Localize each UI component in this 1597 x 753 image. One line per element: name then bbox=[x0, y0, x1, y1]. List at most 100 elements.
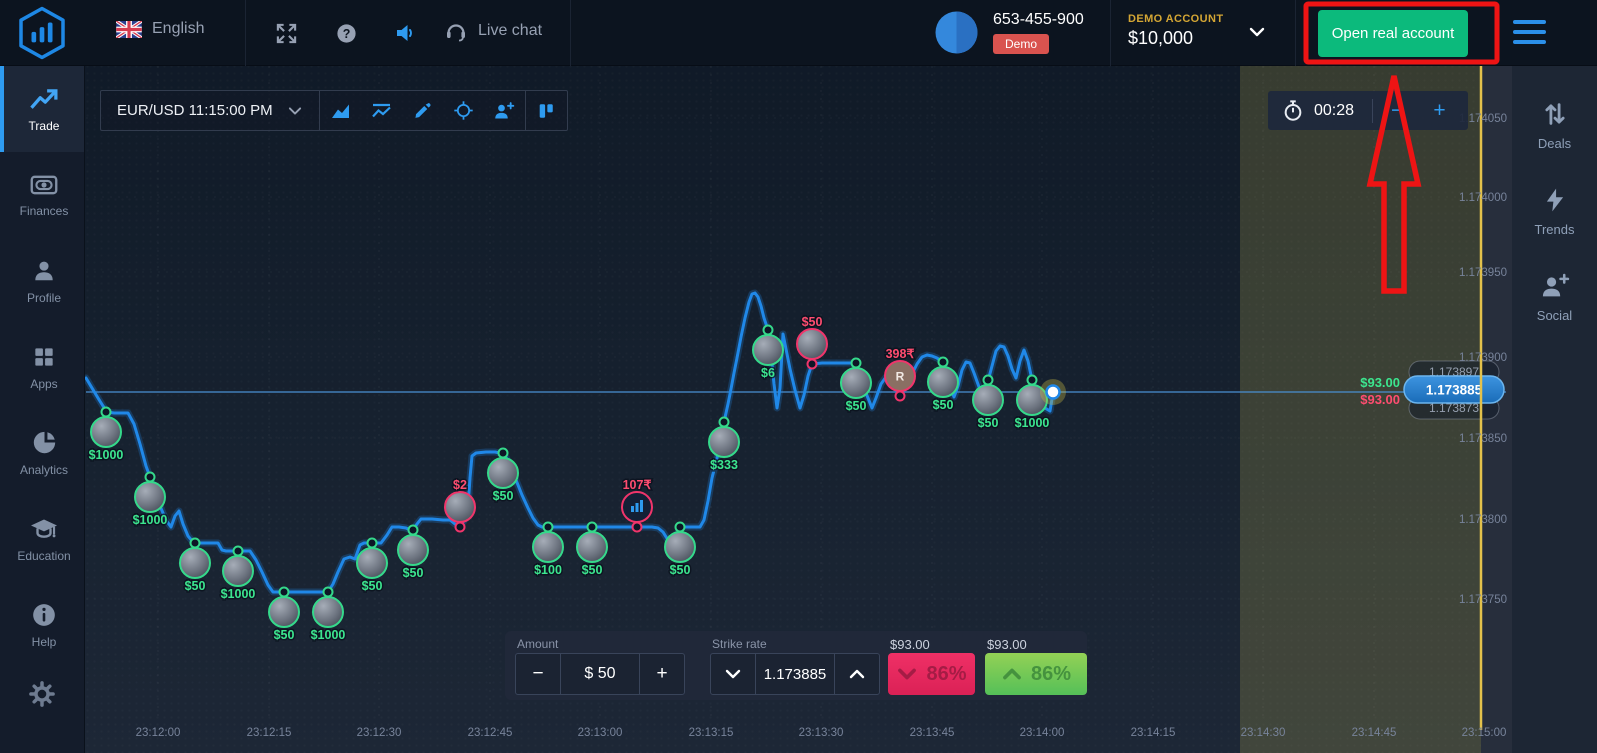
brand-logo[interactable] bbox=[14, 5, 70, 61]
trade-amount-label: $50 bbox=[978, 416, 999, 430]
menu-button[interactable] bbox=[1513, 20, 1546, 46]
trader-avatar bbox=[576, 531, 608, 563]
avatar-image bbox=[935, 11, 978, 54]
marker-pin bbox=[762, 324, 774, 336]
trader-marker-buy: $50 bbox=[179, 537, 211, 595]
trader-avatar bbox=[487, 457, 519, 489]
y-axis-label: 1.173750 bbox=[1459, 594, 1507, 606]
chevron-up-icon bbox=[849, 669, 865, 679]
amount-decrease-button[interactable]: − bbox=[532, 663, 544, 684]
call-percent: 86% bbox=[1030, 662, 1072, 685]
trader-avatar bbox=[752, 334, 784, 366]
line-chart-tool[interactable] bbox=[361, 91, 402, 130]
x-axis-label: 23:14:30 bbox=[1241, 727, 1286, 739]
marker-pin bbox=[586, 521, 598, 533]
trend-up-icon bbox=[30, 88, 58, 109]
sidebar-item-trade[interactable]: Trade bbox=[0, 66, 84, 152]
timer-value: 00:28 bbox=[1314, 101, 1355, 119]
trader-marker-buy: $1000 bbox=[1013, 374, 1051, 432]
trader-marker-buy: $1000 bbox=[219, 545, 257, 603]
sidebar-item-apps[interactable]: Apps bbox=[0, 324, 84, 410]
sidebar-item-help[interactable]: Help bbox=[0, 582, 84, 668]
live-chat-button[interactable]: Live chat bbox=[444, 19, 542, 43]
trader-avatar bbox=[444, 491, 476, 523]
account-switcher[interactable] bbox=[1248, 25, 1266, 44]
marker-pin bbox=[982, 374, 994, 386]
trader-avatar bbox=[397, 534, 429, 566]
draw-tool[interactable] bbox=[402, 91, 443, 130]
x-axis-label: 23:13:15 bbox=[689, 727, 734, 739]
crosshair-icon bbox=[453, 101, 473, 120]
chart-toolbar: EUR/USD 11:15:00 PM bbox=[100, 90, 568, 131]
trader-marker-buy: $50 bbox=[397, 524, 429, 582]
sidebar-item-trends[interactable]: Trends bbox=[1512, 168, 1597, 254]
lightning-icon bbox=[1546, 188, 1563, 211]
sound-button[interactable] bbox=[392, 19, 420, 47]
marker-pin bbox=[366, 537, 378, 549]
sidebar-item-finances[interactable]: Finances bbox=[0, 152, 84, 238]
help-button[interactable]: ? bbox=[332, 19, 360, 47]
topbar-divider bbox=[570, 0, 571, 66]
put-percent: 86% bbox=[926, 662, 967, 685]
asset-name: EUR/USD 11:15:00 PM bbox=[117, 102, 273, 119]
amount-increase-button[interactable]: + bbox=[656, 663, 668, 684]
trader-marker-buy: $50 bbox=[927, 356, 959, 414]
crosshair-tool[interactable] bbox=[443, 91, 484, 130]
account-balance: $10,000 bbox=[1128, 28, 1194, 48]
user-avatar[interactable] bbox=[935, 11, 978, 54]
live-chat-label: Live chat bbox=[478, 22, 543, 39]
sidebar-item-social[interactable]: Social bbox=[1512, 254, 1597, 340]
sidebar-item-profile[interactable]: Profile bbox=[0, 238, 84, 324]
x-axis-label: 23:14:00 bbox=[1020, 727, 1065, 739]
trade-amount-label: $50 bbox=[846, 399, 867, 413]
trade-amount-label: $50 bbox=[403, 566, 424, 580]
sidebar-item-deals[interactable]: Deals bbox=[1512, 82, 1597, 168]
trader-marker-buy: $6 bbox=[752, 324, 784, 382]
info-icon bbox=[33, 603, 55, 626]
trader-avatar bbox=[796, 328, 828, 360]
increase-time-button[interactable]: + bbox=[1433, 99, 1446, 122]
put-button[interactable]: 86% bbox=[888, 653, 975, 695]
sidebar-item-analytics[interactable]: Analytics bbox=[0, 410, 84, 496]
marker-pin bbox=[806, 358, 818, 370]
current-price-ring bbox=[1045, 384, 1061, 400]
trader-avatar bbox=[664, 531, 696, 563]
amount-value[interactable]: $ 50 bbox=[560, 654, 640, 694]
multichart-button[interactable] bbox=[526, 91, 567, 130]
trader-marker-buy: $50 bbox=[840, 357, 872, 415]
trader-avatar bbox=[312, 596, 344, 628]
strike-rate-value[interactable]: 1.173885 bbox=[755, 654, 835, 694]
y-axis-label: 1.173850 bbox=[1459, 433, 1507, 445]
x-axis-label: 23:14:15 bbox=[1131, 727, 1176, 739]
timer-divider bbox=[1372, 98, 1374, 123]
trader-marker-buy: $1000 bbox=[309, 586, 347, 644]
open-real-account-button[interactable]: Open real account bbox=[1318, 10, 1468, 57]
x-axis-label: 23:15:00 bbox=[1462, 727, 1507, 739]
strike-decrease-button[interactable] bbox=[711, 654, 755, 694]
sidebar-item-label: Education bbox=[17, 548, 71, 563]
decrease-time-button[interactable]: − bbox=[1391, 99, 1404, 122]
sidebar-item-education[interactable]: Education bbox=[0, 496, 84, 582]
chart-tools bbox=[318, 91, 525, 130]
x-axis-label: 23:12:15 bbox=[247, 727, 292, 739]
y-axis-label: 1.173900 bbox=[1459, 352, 1507, 364]
marker-pin bbox=[1026, 374, 1038, 386]
sidebar-item-settings[interactable] bbox=[0, 668, 84, 720]
headset-icon bbox=[447, 24, 465, 42]
fullscreen-icon bbox=[276, 23, 296, 43]
fullscreen-button[interactable] bbox=[272, 19, 300, 47]
asset-selector[interactable]: EUR/USD 11:15:00 PM bbox=[101, 91, 319, 130]
sidebar-item-label: Social bbox=[1536, 307, 1573, 323]
pencil-icon bbox=[415, 102, 431, 118]
chevron-down-icon bbox=[725, 669, 741, 679]
chevron-down-icon bbox=[288, 106, 301, 115]
call-button[interactable]: 86% bbox=[985, 653, 1087, 695]
trade-amount-label: 398₹ bbox=[886, 347, 915, 361]
area-chart-tool[interactable] bbox=[320, 91, 361, 130]
strike-increase-button[interactable] bbox=[835, 654, 879, 694]
trade-amount-label: 107₹ bbox=[623, 478, 652, 492]
social-trading-tool[interactable] bbox=[484, 91, 525, 130]
sidebar-item-label: Help bbox=[31, 634, 57, 649]
language-selector[interactable]: English bbox=[116, 20, 204, 38]
